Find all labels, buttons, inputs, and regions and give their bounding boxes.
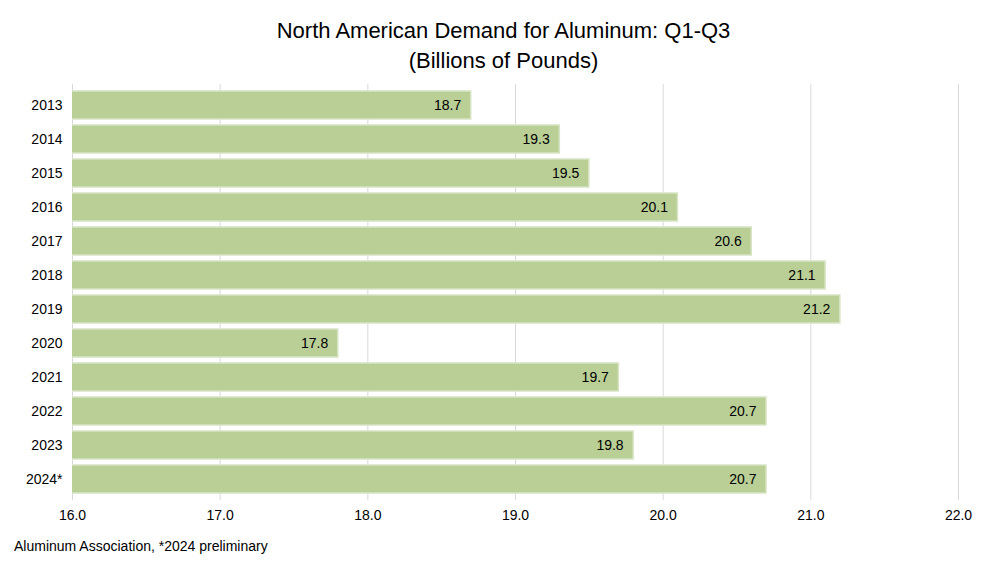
svg-text:2024*: 2024* bbox=[26, 471, 63, 487]
svg-text:2016: 2016 bbox=[31, 199, 62, 215]
svg-text:18.7: 18.7 bbox=[434, 97, 461, 113]
svg-text:2015: 2015 bbox=[31, 165, 62, 181]
svg-text:2022: 2022 bbox=[31, 403, 62, 419]
svg-text:21.0: 21.0 bbox=[797, 507, 824, 523]
svg-text:19.0: 19.0 bbox=[502, 507, 529, 523]
svg-text:2017: 2017 bbox=[31, 233, 62, 249]
svg-text:2021: 2021 bbox=[31, 369, 62, 385]
svg-text:2013: 2013 bbox=[31, 97, 62, 113]
svg-text:20.6: 20.6 bbox=[715, 233, 742, 249]
svg-text:20.7: 20.7 bbox=[729, 471, 756, 487]
svg-text:2023: 2023 bbox=[31, 437, 62, 453]
html-text:Aluminum Association, *2024 pr: Aluminum Association, *2024 preliminary bbox=[14, 538, 268, 554]
svg-text:21.1: 21.1 bbox=[788, 267, 815, 283]
svg-text:19.8: 19.8 bbox=[596, 437, 623, 453]
svg-text:2020: 2020 bbox=[31, 335, 62, 351]
svg-text:20.1: 20.1 bbox=[641, 199, 668, 215]
svg-text:19.7: 19.7 bbox=[582, 369, 609, 385]
svg-text:17.8: 17.8 bbox=[301, 335, 328, 351]
svg-text:2019: 2019 bbox=[31, 301, 62, 317]
svg-text:2018: 2018 bbox=[31, 267, 62, 283]
svg-text:2014: 2014 bbox=[31, 131, 62, 147]
svg-text:19.3: 19.3 bbox=[523, 131, 550, 147]
html-text:(Billions of Pounds): (Billions of Pounds) bbox=[408, 48, 599, 73]
svg-text:17.0: 17.0 bbox=[207, 507, 234, 523]
html-text:North American Demand for Alum: North American Demand for Aluminum: Q1-Q… bbox=[276, 18, 731, 43]
svg-text:19.5: 19.5 bbox=[552, 165, 579, 181]
svg-text:22.0: 22.0 bbox=[945, 507, 972, 523]
svg-text:21.2: 21.2 bbox=[803, 301, 830, 317]
svg-text:16.0: 16.0 bbox=[59, 507, 86, 523]
svg-text:18.0: 18.0 bbox=[354, 507, 381, 523]
svg-text:20.0: 20.0 bbox=[650, 507, 677, 523]
svg-text:20.7: 20.7 bbox=[729, 403, 756, 419]
